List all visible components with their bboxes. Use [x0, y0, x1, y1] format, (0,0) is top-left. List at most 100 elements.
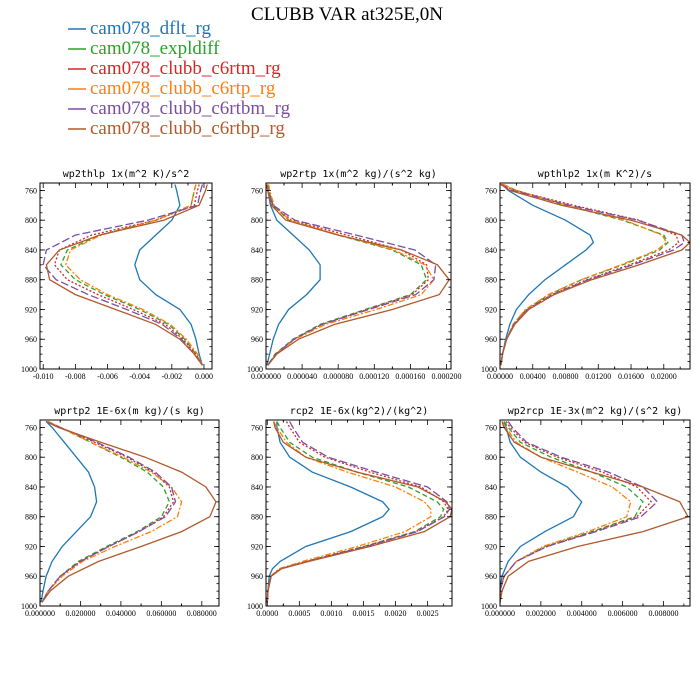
- panel-2-series-2: [500, 183, 680, 366]
- ytick-label-3-0: 760: [25, 423, 37, 432]
- panel-frame-2: [499, 182, 691, 370]
- xtick-label-4-3: 0.0015: [352, 609, 374, 618]
- xtick-label-3-4: 0.080000: [187, 609, 217, 618]
- panel-2-series-1: [500, 183, 669, 366]
- panel-3-series-4: [41, 420, 177, 603]
- ytick-label-3-4: 920: [25, 542, 37, 551]
- panel-0-series-5: [45, 184, 208, 366]
- xtick-label-1-5: 0.000200: [431, 372, 461, 381]
- ytick-label-1-4: 920: [251, 305, 263, 314]
- xtick-label-5-2: 0.004000: [567, 609, 597, 618]
- panel-3-series: [40, 420, 217, 603]
- ytick-label-1-0: 760: [251, 186, 263, 195]
- ytick-label-5-5: 960: [485, 572, 497, 581]
- panel-frame-4: [265, 419, 453, 607]
- panel-frame-1: [265, 182, 452, 370]
- panel-0-series-2: [53, 184, 203, 366]
- ytick-label-2-2: 840: [485, 246, 497, 255]
- xtick-label-2-3: 0.01200: [585, 372, 611, 381]
- panel-2-series: [500, 183, 690, 366]
- panel-4-series: [266, 421, 452, 603]
- panel-0: wp2thlp 1x(m^2 K)/s^2 760 800 840 880 920 960 1…: [21, 169, 213, 381]
- panel-0-series-0: [134, 184, 204, 366]
- legend-label-2: cam078_clubb_c6rtm_rg: [90, 58, 281, 79]
- panel-frame-3: [39, 419, 220, 607]
- panel-frame-0: [39, 182, 213, 370]
- panel-5-series: [500, 421, 689, 603]
- panel-title-3: wprtp2 1E-6x(m kg)/(s kg): [54, 406, 205, 417]
- xtick-label-4-1: 0.0005: [288, 609, 310, 618]
- ytick-label-5-3: 880: [485, 513, 497, 522]
- panel-5-series-4: [500, 421, 659, 603]
- xtick-label-3-2: 0.040000: [106, 609, 136, 618]
- legend-label-5: cam078_clubb_c6rtbp_rg: [90, 118, 285, 139]
- ytick-label-1-2: 840: [251, 246, 263, 255]
- figure-title: CLUBB VAR at325E,0N: [251, 4, 443, 25]
- panel-3-series-3: [41, 420, 183, 603]
- xtick-label-4-2: 0.0010: [320, 609, 342, 618]
- panel-5-series-5: [500, 421, 689, 603]
- ytick-label-2-5: 960: [485, 335, 497, 344]
- ytick-label-4-6: 1000: [247, 602, 263, 611]
- ytick-label-2-0: 760: [485, 186, 497, 195]
- xtick-label-4-0: 0.0000: [256, 609, 278, 618]
- panel-1-series-5: [266, 184, 451, 366]
- xtick-label-0-2: -0.006: [97, 372, 118, 381]
- panel-5-series-1: [500, 421, 644, 603]
- panel-1-series-1: [267, 184, 428, 366]
- panels: wp2thlp 1x(m^2 K)/s^2 760 800 840 880 920 960 1…: [21, 169, 691, 618]
- panel-3-series-5: [41, 420, 217, 603]
- xtick-label-2-5: 0.02000: [651, 372, 677, 381]
- xtick-label-5-4: 0.008000: [648, 609, 678, 618]
- xtick-label-1-4: 0.000160: [395, 372, 425, 381]
- panel-1-series-0: [266, 184, 321, 366]
- ytick-label-2-3: 880: [485, 276, 497, 285]
- ytick-label-0-6: 1000: [21, 365, 37, 374]
- ytick-label-3-1: 800: [25, 453, 37, 462]
- panel-5: wp2rcp 1E-3x(m^2 kg)/(s^2 kg) 760 800 840 88…: [481, 406, 691, 618]
- xtick-label-1-3: 0.000120: [359, 372, 389, 381]
- xtick-label-4-5: 0.0025: [417, 609, 439, 618]
- xtick-label-0-1: -0.008: [65, 372, 86, 381]
- panel-0-series-4: [42, 184, 204, 366]
- panel-5-series-0: [500, 421, 583, 603]
- ytick-label-1-3: 880: [251, 276, 263, 285]
- xtick-label-2-0: 0.00000: [487, 372, 513, 381]
- ytick-label-5-4: 920: [485, 542, 497, 551]
- panel-3-series-0: [40, 421, 98, 603]
- xtick-label-2-2: 0.00800: [553, 372, 579, 381]
- xtick-label-1-2: 0.000080: [323, 372, 353, 381]
- ytick-label-5-6: 1000: [481, 602, 497, 611]
- ytick-label-1-6: 1000: [247, 365, 263, 374]
- ytick-label-4-3: 880: [251, 513, 263, 522]
- ytick-label-4-1: 800: [251, 453, 263, 462]
- panel-4-series-3: [266, 421, 432, 603]
- xtick-label-1-1: 0.000040: [287, 372, 317, 381]
- ytick-label-3-2: 840: [25, 483, 37, 492]
- ytick-label-0-3: 880: [25, 276, 37, 285]
- ytick-label-5-1: 800: [485, 453, 497, 462]
- ytick-label-4-2: 840: [251, 483, 263, 492]
- panel-4-series-2: [266, 421, 449, 603]
- ytick-label-0-0: 760: [25, 186, 37, 195]
- ytick-label-1-1: 800: [251, 216, 263, 225]
- xtick-label-5-1: 0.002000: [526, 609, 556, 618]
- panel-1-series-4: [266, 184, 437, 366]
- legend-label-1: cam078_expldiff: [90, 38, 220, 59]
- ytick-label-3-6: 1000: [21, 602, 37, 611]
- legend-label-0: cam078_dflt_rg: [90, 18, 212, 39]
- legend: cam078_dflt_rgcam078_expldiffcam078_club…: [68, 18, 291, 139]
- xtick-label-0-4: -0.002: [161, 372, 182, 381]
- panel-2-series-3: [500, 183, 668, 366]
- ytick-label-5-0: 760: [485, 423, 497, 432]
- xtick-label-5-0: 0.000000: [485, 609, 515, 618]
- ytick-label-2-4: 920: [485, 305, 497, 314]
- panel-title-4: rcp2 1E-6x(kg^2)/(kg^2): [290, 406, 428, 417]
- panel-0-series-3: [64, 184, 203, 366]
- legend-label-4: cam078_clubb_c6rtbm_rg: [90, 98, 291, 119]
- ytick-label-1-5: 960: [251, 335, 263, 344]
- ytick-label-0-5: 960: [25, 335, 37, 344]
- panel-2-series-5: [500, 183, 690, 366]
- panel-2-series-0: [500, 184, 595, 366]
- panel-1-series: [266, 184, 451, 366]
